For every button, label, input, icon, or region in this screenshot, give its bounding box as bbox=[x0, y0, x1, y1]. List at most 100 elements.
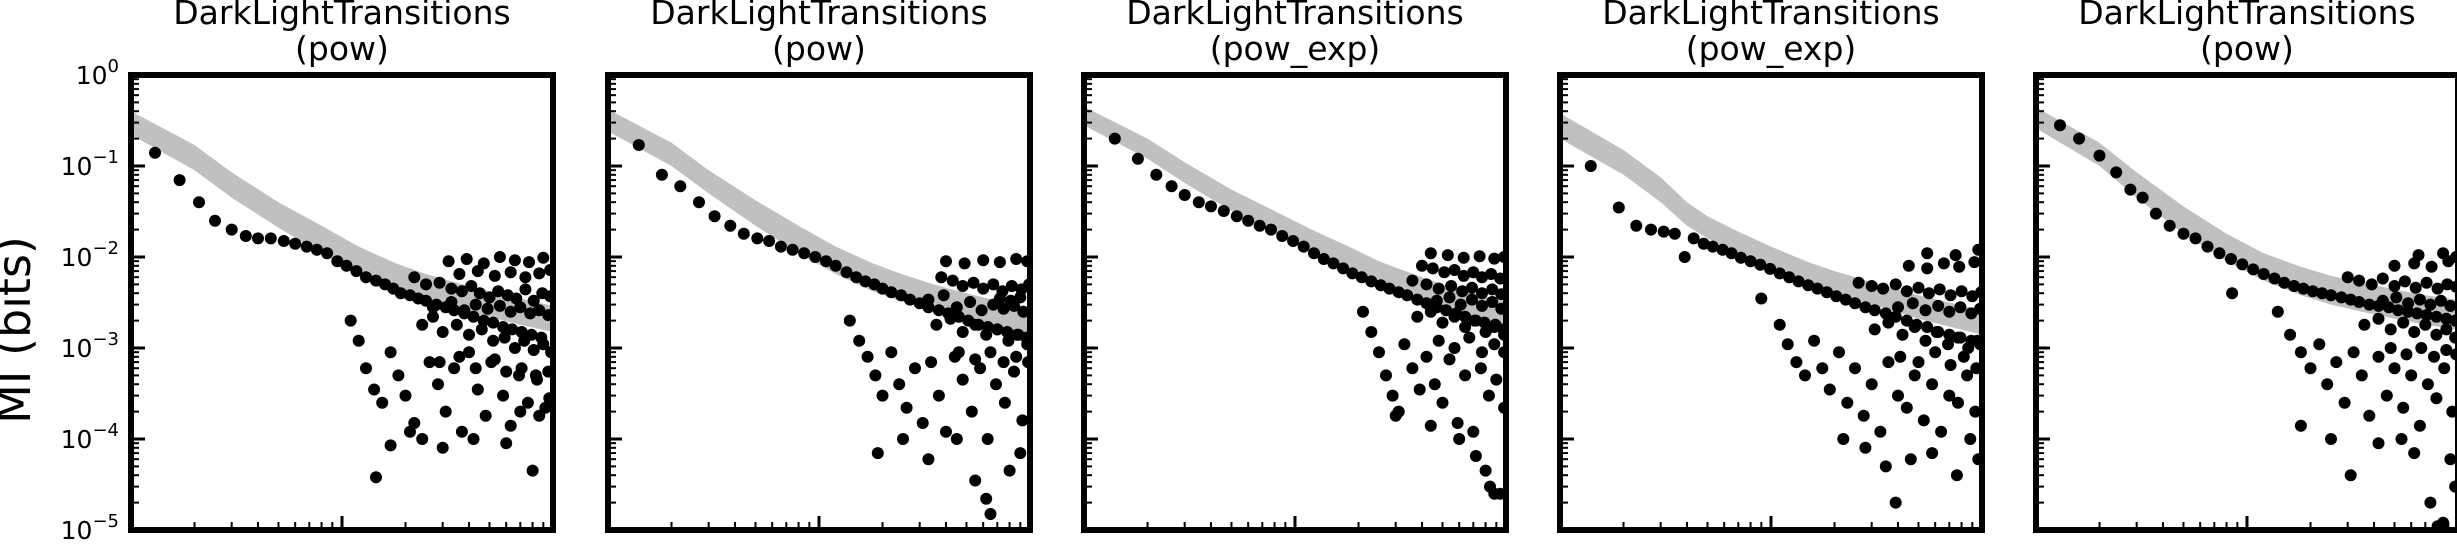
data-point bbox=[1420, 350, 1433, 363]
data-point bbox=[1440, 304, 1453, 317]
data-point bbox=[763, 235, 776, 247]
data-point bbox=[526, 464, 539, 477]
data-point bbox=[1879, 307, 1892, 320]
data-point bbox=[521, 396, 534, 409]
data-point bbox=[1734, 251, 1747, 264]
data-point bbox=[1841, 396, 1854, 409]
data-point bbox=[840, 266, 853, 279]
data-point bbox=[980, 492, 993, 505]
data-point bbox=[1165, 180, 1178, 193]
data-point bbox=[2430, 328, 2443, 341]
data-point bbox=[861, 350, 874, 363]
data-point bbox=[2297, 282, 2310, 295]
data-point bbox=[149, 146, 161, 159]
data-point bbox=[904, 293, 916, 306]
data-point bbox=[1014, 291, 1027, 304]
data-point bbox=[1413, 383, 1426, 396]
data-point bbox=[376, 396, 389, 409]
data-point bbox=[1965, 307, 1978, 320]
data-point bbox=[1459, 310, 1472, 323]
data-point bbox=[820, 255, 833, 268]
data-point bbox=[1287, 235, 1300, 247]
data-point bbox=[504, 266, 517, 279]
data-point bbox=[944, 312, 957, 325]
data-point bbox=[533, 409, 546, 422]
data-point bbox=[975, 304, 988, 317]
data-point bbox=[2444, 453, 2457, 466]
data-point bbox=[843, 314, 856, 327]
data-point bbox=[1436, 316, 1449, 329]
data-point bbox=[1411, 293, 1424, 306]
data-point bbox=[488, 269, 501, 282]
data-point bbox=[1432, 282, 1445, 295]
data-point bbox=[2163, 219, 2176, 232]
data-point bbox=[485, 356, 498, 369]
data-point bbox=[925, 356, 938, 369]
data-point bbox=[1474, 362, 1487, 375]
data-point bbox=[492, 285, 505, 298]
data-point bbox=[1952, 331, 1964, 344]
y-tick-label: 10−2 bbox=[61, 238, 119, 272]
data-point bbox=[693, 196, 705, 209]
data-point bbox=[2434, 294, 2447, 307]
data-point bbox=[997, 302, 1010, 315]
data-point bbox=[1926, 378, 1939, 391]
data-point bbox=[529, 369, 542, 382]
data-point bbox=[1454, 298, 1467, 311]
data-point bbox=[2271, 305, 2284, 318]
data-point bbox=[445, 282, 458, 295]
data-point bbox=[1942, 338, 1954, 351]
data-point bbox=[922, 453, 935, 466]
data-point bbox=[1725, 247, 1738, 260]
data-point bbox=[1908, 369, 1921, 382]
data-point bbox=[1859, 441, 1872, 454]
data-point bbox=[515, 362, 528, 375]
data-point bbox=[487, 316, 500, 329]
data-point bbox=[984, 508, 997, 520]
data-point bbox=[946, 274, 959, 287]
data-point bbox=[895, 289, 908, 302]
data-point bbox=[252, 232, 264, 245]
data-point bbox=[1441, 249, 1454, 262]
data-point bbox=[1457, 269, 1470, 282]
data-point bbox=[1131, 152, 1144, 165]
data-point bbox=[2363, 409, 2376, 422]
data-point bbox=[2304, 362, 2317, 375]
data-point bbox=[1961, 369, 1974, 382]
data-point bbox=[1469, 450, 1482, 462]
data-point bbox=[1453, 433, 1466, 445]
data-point bbox=[1469, 314, 1482, 327]
panel-subtitle: (pow_exp) bbox=[1686, 29, 1857, 68]
data-point bbox=[469, 298, 482, 311]
data-point bbox=[1612, 201, 1625, 214]
plot-area bbox=[1084, 106, 1506, 500]
data-point bbox=[527, 294, 540, 307]
data-point bbox=[471, 265, 484, 278]
data-point bbox=[1773, 267, 1786, 280]
data-point bbox=[1764, 262, 1777, 275]
data-point bbox=[1479, 326, 1492, 338]
data-point bbox=[1459, 321, 1472, 333]
data-point bbox=[990, 378, 1002, 391]
data-point bbox=[1968, 256, 1981, 269]
data-point bbox=[2325, 289, 2337, 302]
data-point bbox=[1416, 259, 1428, 272]
data-point bbox=[829, 259, 842, 272]
data-point bbox=[1466, 281, 1478, 294]
panel-title: DarkLightTransitions bbox=[2078, 0, 2415, 32]
data-point bbox=[798, 247, 811, 260]
y-tick-label: 10−5 bbox=[61, 511, 119, 545]
data-point bbox=[981, 433, 994, 445]
data-point bbox=[2438, 362, 2451, 375]
data-point bbox=[2355, 369, 2368, 382]
data-point bbox=[1943, 389, 1956, 402]
data-point bbox=[1448, 310, 1461, 323]
data-point bbox=[504, 305, 517, 318]
data-point bbox=[1485, 268, 1498, 280]
data-point bbox=[1912, 281, 1925, 294]
data-point bbox=[1868, 323, 1881, 336]
data-point bbox=[1276, 230, 1289, 242]
data-point bbox=[952, 346, 965, 359]
data-point bbox=[352, 334, 365, 347]
data-point bbox=[2428, 350, 2440, 363]
